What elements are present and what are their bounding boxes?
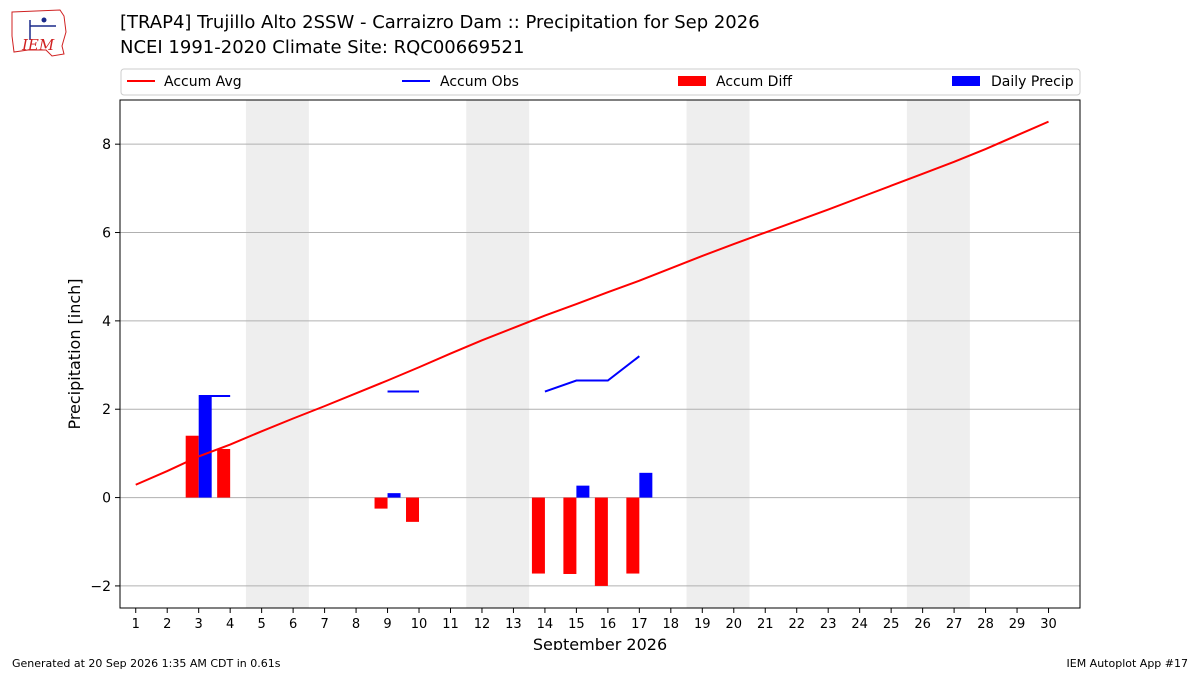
x-axis-label: September 2026 [533,635,667,650]
weekend-shade-1 [466,100,530,608]
x-tick-label-2: 2 [163,617,171,632]
x-tick-label-27: 27 [946,617,963,632]
accum-obs-line-segment-2 [544,355,640,393]
daily-precip-bar-day-17 [639,472,653,498]
weekend-shade-3 [906,100,970,608]
x-tick-label-23: 23 [820,617,837,632]
legend-label-daily-precip: Daily Precip [991,74,1074,90]
y-tick-label-4: 4 [102,314,111,330]
y-axis-label: Precipitation [inch] [65,278,84,429]
chart-title: [TRAP4] Trujillo Alto 2SSW - Carraizro D… [120,12,760,33]
x-tick-label-10: 10 [411,617,428,632]
x-tick-label-25: 25 [883,617,900,632]
iem-logo: IEM [11,9,67,57]
x-tick-label-16: 16 [600,617,617,632]
x-tick-label-19: 19 [694,617,711,632]
accum-diff-bar-day-9 [374,497,388,509]
accum-diff-bar-day-15 [563,497,577,574]
generated-timestamp: Generated at 20 Sep 2026 1:35 AM CDT in … [12,657,281,670]
daily-precip-bar-day-9 [387,493,401,498]
x-tick-label-11: 11 [442,617,459,632]
y-tick-label-6: 6 [102,226,111,242]
x-tick-label-1: 1 [132,617,140,632]
accum-diff-bar-day-17 [626,497,640,574]
x-tick-label-24: 24 [851,617,868,632]
x-tick-label-9: 9 [383,617,391,632]
y-tick-label-8: 8 [102,137,111,153]
weekend-shade-0 [245,100,309,608]
plot-frame [119,99,1081,609]
x-tick-label-6: 6 [289,617,297,632]
x-tick-label-20: 20 [725,617,742,632]
x-tick-label-4: 4 [226,617,234,632]
legend-swatch-accum-diff [678,76,706,86]
x-tick-label-29: 29 [1009,617,1026,632]
weekend-shade-2 [686,100,750,608]
legend-box [120,68,1081,96]
app-identifier: IEM Autoplot App #17 [1066,657,1189,670]
sensor-circle [41,17,47,23]
x-tick-label-18: 18 [663,617,680,632]
accum-diff-bar-day-3 [185,435,199,498]
accum-diff-bar-day-14 [531,497,545,574]
legend-label-accum-avg: Accum Avg [164,74,242,90]
chart-subtitle: NCEI 1991-2020 Climate Site: RQC00669521 [120,37,525,58]
x-tick-label-8: 8 [352,617,360,632]
accum-diff-bar-day-4 [217,448,231,498]
y-tick-label-2: 2 [102,402,111,418]
accum-diff-bar-day-10 [406,497,420,522]
accum-avg-line [135,120,1049,486]
x-tick-label-5: 5 [257,617,265,632]
x-tick-label-7: 7 [320,617,328,632]
legend-label-accum-obs: Accum Obs [440,74,519,90]
y-tick-label--2: −2 [90,579,111,595]
x-tick-label-14: 14 [537,617,554,632]
y-tick-label-0: 0 [102,491,111,507]
x-tick-label-22: 22 [788,617,805,632]
legend-swatch-daily-precip [952,76,980,86]
x-tick-label-28: 28 [977,617,994,632]
x-tick-label-30: 30 [1040,617,1057,632]
x-tick-label-17: 17 [631,617,648,632]
daily-precip-bar-day-3 [198,396,212,498]
state-outline-shape [11,9,67,57]
x-tick-label-15: 15 [568,617,585,632]
x-tick-label-13: 13 [505,617,522,632]
accum-diff-bar-day-16 [594,497,608,586]
x-tick-label-3: 3 [195,617,203,632]
x-tick-label-12: 12 [474,617,491,632]
logo-text: IEM [21,36,55,54]
x-tick-label-21: 21 [757,617,774,632]
x-tick-label-26: 26 [914,617,931,632]
legend-label-accum-diff: Accum Diff [716,74,792,90]
daily-precip-bar-day-15 [576,485,590,498]
